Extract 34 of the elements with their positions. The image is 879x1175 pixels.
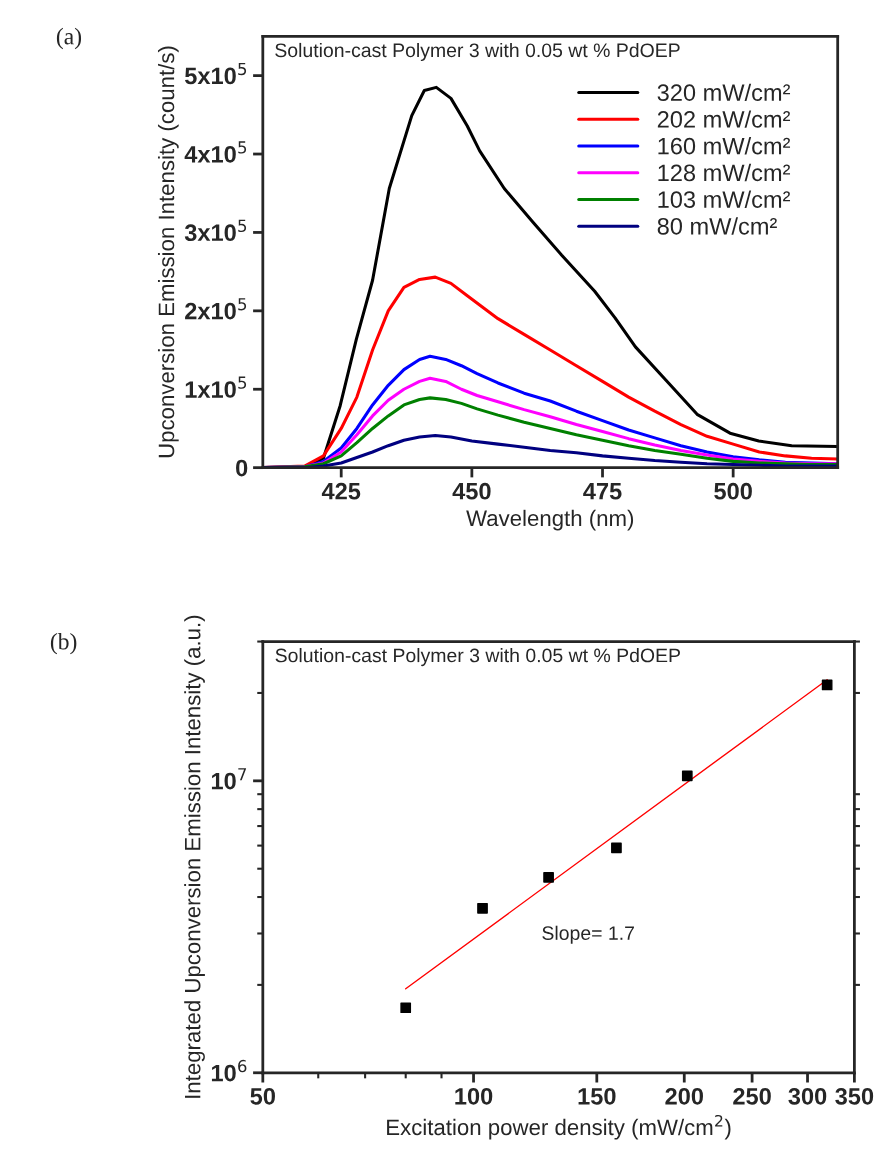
y-tick-label: 3x10$^{5}$	[184, 219, 247, 242]
x-axis-title: Excitation power density (mW/cm$^{2}$)	[387, 1114, 731, 1140]
x-tick-label: 100	[455, 1087, 493, 1105]
legend-label: 103 mW/cm²	[658, 190, 791, 208]
x-tick-label: 300	[788, 1087, 827, 1105]
x-tick-label: 350	[835, 1087, 874, 1105]
legend-label: 128 mW/cm²	[658, 163, 791, 182]
y-tick-label: 10$^{7}$	[211, 768, 247, 790]
legend-label: 202 mW/cm²	[657, 110, 791, 128]
text: (a)	[56, 27, 82, 50]
y-tick-label: 4x10$^{5}$	[184, 141, 247, 163]
x-tick-label: 475	[583, 483, 622, 500]
y-axis-title: Integrated Upconversion Emission Intensity (a.u.)	[184, 615, 205, 1098]
x-tick-label: 450	[452, 482, 491, 500]
y-tick-label: 10$^{6}$	[211, 1059, 247, 1082]
x-tick-label: 250	[733, 1087, 771, 1105]
x-tick-label: 200	[665, 1087, 703, 1105]
y-tick-label: 2x10$^{5}$	[185, 298, 247, 320]
y-tick-label: 1x10$^{5}$	[185, 376, 247, 398]
annotation: Solution-cast Polymer 3 with 0.05 wt % PdOEP	[275, 42, 680, 62]
y-tick-label: 5x10$^{5}$	[184, 62, 247, 85]
text: (b)	[50, 632, 77, 655]
legend-label: 320 mW/cm²	[657, 83, 791, 101]
x-tick-label: 150	[578, 1087, 616, 1105]
x-tick-label: 50	[250, 1087, 275, 1105]
x-tick-label: 425	[321, 482, 361, 500]
annotation: Slope= 1.7	[542, 925, 634, 944]
legend-label: 80 mW/cm²	[657, 217, 777, 235]
x-axis-title: Wavelength (nm)	[466, 509, 634, 531]
y-axis-title: Upconversion Emission Intensity (count/s)	[157, 46, 179, 458]
annotation: Solution-cast Polymer 3 with 0.05 wt % PdOEP	[275, 648, 680, 667]
legend-label: 160 mW/cm²	[658, 137, 791, 155]
y-tick-label: 0	[236, 459, 248, 477]
x-tick-label: 500	[714, 482, 752, 500]
